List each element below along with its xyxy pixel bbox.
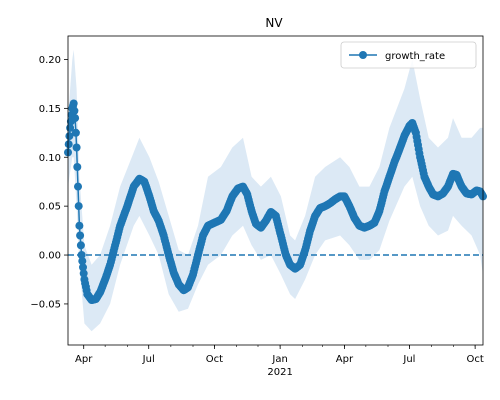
series-point	[74, 202, 83, 211]
y-tick-label: 0.20	[39, 55, 61, 66]
series-point	[73, 163, 82, 171]
series-point	[76, 231, 85, 240]
x-tick-label: Jul	[142, 354, 155, 365]
series-point	[64, 140, 73, 149]
x-tick-label: Oct	[466, 354, 483, 365]
series-point	[78, 257, 87, 266]
series-point	[72, 143, 81, 152]
series-point	[75, 221, 84, 230]
series-point	[70, 106, 79, 115]
legend: growth_rate	[340, 41, 477, 69]
chart-title: NV	[265, 16, 283, 30]
x-tick-label: Jul	[402, 354, 415, 365]
series-point	[69, 99, 78, 108]
plot-frame	[67, 35, 484, 346]
series-point	[79, 269, 88, 278]
legend-marker	[359, 51, 367, 59]
series-point	[76, 241, 85, 250]
series-point	[65, 132, 74, 141]
x-tick-label: Apr	[336, 354, 354, 365]
series-point	[77, 251, 86, 259]
x-tick-label: Apr	[75, 354, 93, 365]
axes-layer: −0.05 0.00 0.05 0.10 0.15 0.20 Apr Jul Oct Jan 202…	[30, 35, 484, 378]
series-layer	[64, 99, 487, 304]
legend-label: growth_rate	[385, 51, 445, 62]
x-tick-label: Jan	[271, 354, 287, 365]
y-tick-label: 0.15	[39, 104, 61, 115]
y-tick-label: 0.10	[39, 153, 61, 164]
x-tick-label: Oct	[206, 354, 223, 365]
legend-box	[340, 41, 477, 69]
x-year-label: 2021	[267, 367, 292, 378]
y-tick-label: −0.05	[30, 299, 61, 310]
y-tick-label: 0.05	[39, 202, 61, 213]
series-point	[79, 263, 87, 272]
y-tick-label: 0.00	[39, 251, 61, 262]
series-point	[71, 128, 80, 137]
series-point	[74, 182, 82, 191]
series-point	[71, 114, 80, 123]
